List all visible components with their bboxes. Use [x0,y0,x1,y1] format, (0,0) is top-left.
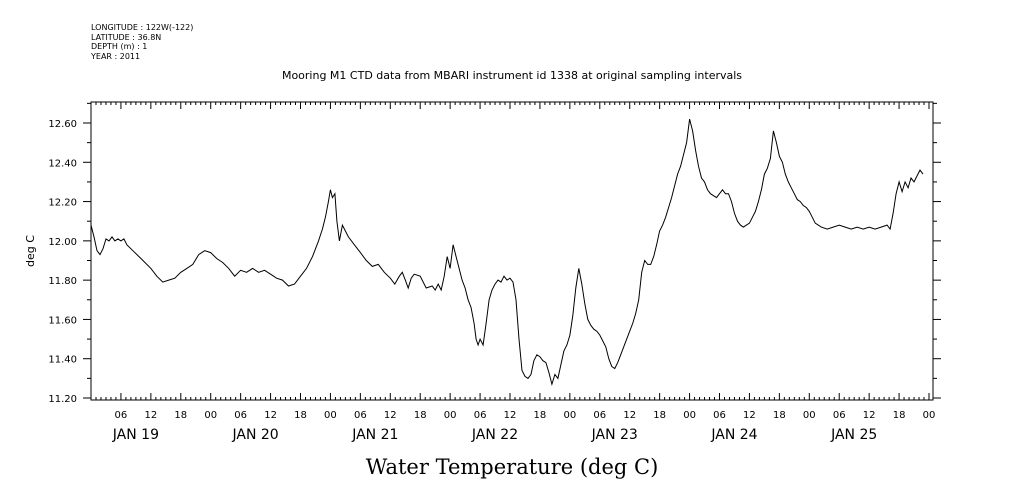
x-tick-label: 06 [593,410,606,421]
x-tick-label: 18 [174,410,187,421]
y-tick-label: 11.80 [48,276,77,287]
x-tick-labels: 06 12 18 00 06 12 18 00 06 12 18 00 06 12 18 00 06 12 18 00… [115,410,936,421]
x-tick-label: 18 [653,410,666,421]
x-tick-label: 00 [444,410,457,421]
day-label: JAN 22 [471,427,518,443]
x-tick-label: 00 [563,410,576,421]
x-tick-label: 18 [773,410,786,421]
longitude-label: LONGITUDE : 122W(-122) [91,23,193,32]
y-tick-label: 11.40 [48,355,77,366]
y-tick-labels: 11.20 11.40 11.60 11.80 12.00 12.20 12.40 12.60 [48,119,77,405]
x-tick-label: 12 [623,410,636,421]
x-tick-label: 06 [115,410,128,421]
x-tick-label: 00 [923,410,936,421]
x-tick-label: 12 [863,410,876,421]
plot-frame [90,101,934,401]
day-label: JAN 23 [591,427,638,443]
day-labels: JAN 19 JAN 20 JAN 21 JAN 22 JAN 23 JAN 24 JAN … [112,427,877,443]
x-axis-title: Water Temperature (deg C) [366,455,659,479]
x-tick-label: 12 [384,410,397,421]
latitude-label: LATITUDE : 36.8N [91,33,161,42]
x-tick-label: 00 [324,410,337,421]
depth-label: DEPTH (m) : 1 [91,42,147,51]
y-tick-label: 12.40 [48,158,77,169]
x-tick-label: 00 [803,410,816,421]
x-tick-label: 00 [683,410,696,421]
x-tick-label: 06 [713,410,726,421]
chart-title: Mooring M1 CTD data from MBARI instrumen… [282,69,742,82]
day-label: JAN 21 [351,427,398,443]
y-axis-label: deg C [24,235,37,267]
x-tick-label: 12 [504,410,517,421]
x-tick-label: 18 [294,410,307,421]
day-label: JAN 25 [830,427,877,443]
temperature-line [90,118,924,387]
axis-ticks [83,102,941,400]
x-tick-label: 18 [893,410,906,421]
y-tick-label: 11.60 [48,315,77,326]
x-tick-label: 06 [354,410,367,421]
x-tick-label: 06 [833,410,846,421]
x-tick-label: 12 [264,410,277,421]
y-tick-label: 11.20 [48,394,77,405]
day-label: JAN 24 [710,427,757,443]
y-tick-label: 12.60 [48,119,77,130]
x-tick-label: 06 [234,410,247,421]
x-tick-label: 12 [743,410,756,421]
x-tick-label: 00 [204,410,217,421]
x-tick-label: 06 [474,410,487,421]
x-tick-label: 18 [534,410,547,421]
day-label: JAN 19 [112,427,159,443]
year-label: YEAR : 2011 [90,52,140,61]
x-tick-label: 12 [144,410,157,421]
y-tick-label: 12.00 [48,237,77,248]
day-label: JAN 20 [232,427,279,443]
y-tick-label: 12.20 [48,198,77,209]
x-tick-label: 18 [414,410,427,421]
